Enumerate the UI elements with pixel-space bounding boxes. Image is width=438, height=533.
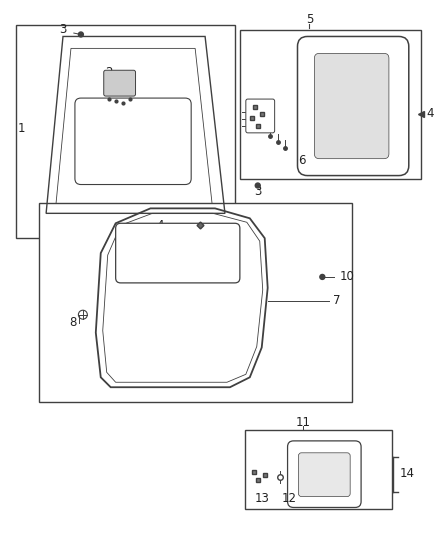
Text: 4: 4: [157, 219, 164, 232]
Text: 7: 7: [333, 294, 341, 308]
FancyBboxPatch shape: [297, 36, 409, 175]
FancyBboxPatch shape: [288, 441, 361, 507]
FancyBboxPatch shape: [314, 53, 389, 159]
FancyBboxPatch shape: [298, 453, 350, 497]
FancyBboxPatch shape: [116, 223, 240, 283]
FancyBboxPatch shape: [104, 70, 135, 96]
Text: 13: 13: [254, 492, 269, 505]
Text: 11: 11: [296, 416, 311, 429]
Text: 3: 3: [59, 23, 67, 36]
Text: 3: 3: [254, 185, 261, 198]
Text: 5: 5: [306, 13, 313, 26]
Bar: [240, 29, 421, 179]
Circle shape: [320, 274, 325, 279]
Text: 12: 12: [282, 492, 297, 505]
FancyBboxPatch shape: [75, 98, 191, 184]
Text: 10: 10: [340, 270, 355, 284]
Bar: [39, 204, 352, 402]
Text: 14: 14: [399, 467, 414, 480]
FancyBboxPatch shape: [246, 99, 275, 133]
Bar: [245, 430, 392, 510]
Text: 1: 1: [18, 123, 25, 135]
Circle shape: [255, 183, 260, 188]
Text: 4: 4: [426, 108, 434, 120]
Text: 8: 8: [69, 316, 77, 329]
Circle shape: [78, 32, 83, 37]
Text: 6: 6: [298, 154, 305, 167]
Bar: [16, 25, 235, 238]
Text: 2: 2: [105, 66, 113, 79]
